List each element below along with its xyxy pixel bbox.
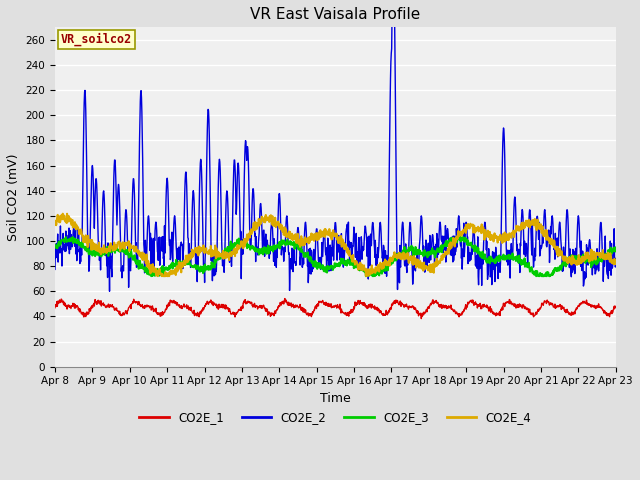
Y-axis label: Soil CO2 (mV): Soil CO2 (mV) bbox=[7, 153, 20, 240]
Title: VR East Vaisala Profile: VR East Vaisala Profile bbox=[250, 7, 420, 22]
Legend: CO2E_1, CO2E_2, CO2E_3, CO2E_4: CO2E_1, CO2E_2, CO2E_3, CO2E_4 bbox=[134, 406, 536, 429]
X-axis label: Time: Time bbox=[320, 392, 351, 405]
Text: VR_soilco2: VR_soilco2 bbox=[61, 33, 132, 46]
